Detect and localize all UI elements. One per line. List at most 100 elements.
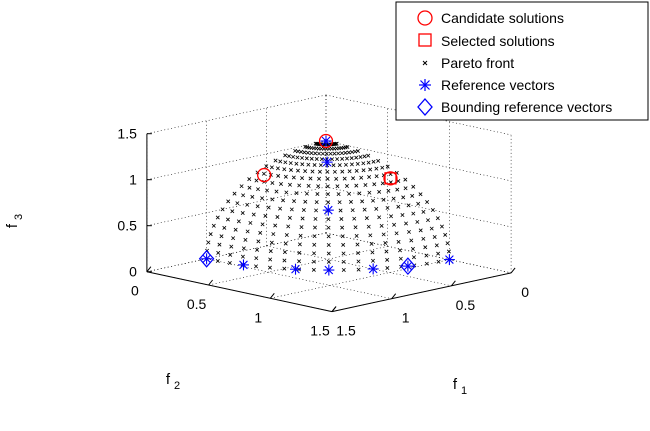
x-tick	[451, 280, 456, 287]
pareto-front-point	[385, 205, 390, 210]
pareto-front-point	[352, 216, 357, 221]
pareto-front-point	[430, 208, 435, 213]
pareto-front-point	[384, 249, 389, 254]
legend-label: Pareto front	[441, 55, 514, 71]
pareto-front-point	[396, 239, 401, 244]
grid-line	[206, 258, 392, 299]
pareto-front-point	[369, 241, 374, 246]
pareto-front-point	[367, 190, 372, 195]
pareto-front-point	[348, 199, 353, 204]
svg-text:3: 3	[13, 214, 25, 220]
pareto-front-point	[345, 156, 349, 161]
pareto-front-point	[247, 177, 252, 182]
pareto-front-point	[404, 221, 409, 226]
pareto-front-point	[350, 208, 355, 213]
pareto-front-point	[401, 195, 406, 200]
z-tick-label: 1.5	[117, 126, 137, 142]
legend-x-marker	[422, 60, 428, 66]
pareto-front-point	[337, 163, 342, 168]
pareto-front-point	[268, 249, 273, 254]
pareto-front-point	[356, 267, 361, 272]
pareto-front-point	[381, 232, 386, 237]
grid-line	[325, 186, 512, 228]
pareto-front-point	[425, 218, 430, 223]
pareto-front-point	[368, 233, 373, 238]
pareto-front-point	[298, 233, 303, 238]
grid-line	[325, 140, 512, 182]
pareto-front-point	[362, 207, 367, 212]
pareto-front-point	[208, 232, 213, 237]
reference-vector-point	[201, 253, 213, 265]
pareto-front-point	[313, 216, 318, 221]
grid-line	[146, 232, 327, 272]
pareto-front-point	[346, 150, 351, 155]
pareto-front-point	[260, 196, 265, 201]
pareto-front-point	[306, 162, 311, 167]
pareto-front-point	[368, 167, 373, 172]
z-tick-label: 0	[129, 264, 137, 280]
pareto-front-point	[231, 236, 236, 241]
legend-item-candidate: Candidate solutions	[417, 10, 564, 26]
legend-item-selected: Selected solutions	[418, 33, 555, 49]
pareto-front-point	[311, 259, 316, 264]
pareto-front-point	[396, 204, 401, 209]
pareto-front-point	[293, 148, 298, 153]
legend-label: Reference vectors	[441, 77, 555, 93]
candidate-solutions-series	[257, 133, 398, 186]
pareto-front-point	[343, 150, 348, 155]
pareto-front-point	[284, 233, 289, 238]
legend-item-pareto: Pareto front	[422, 55, 514, 71]
pareto-front-point	[341, 251, 346, 256]
pareto-front-point	[354, 168, 359, 173]
pareto-front-point	[436, 251, 441, 256]
bounding-vector-point	[198, 249, 215, 268]
legend-square-marker	[418, 33, 432, 47]
pareto-front-point	[304, 156, 309, 161]
pareto-front-point	[335, 184, 340, 189]
y-tick	[331, 306, 337, 312]
pareto-front-point	[389, 214, 394, 219]
pareto-front-point	[355, 242, 360, 247]
pareto-front-point	[239, 184, 244, 189]
pareto-front-point	[409, 238, 414, 243]
pareto-front-point	[287, 182, 292, 187]
pareto-front-point	[275, 166, 280, 171]
pareto-front-point	[325, 176, 330, 181]
pareto-front-point	[363, 183, 368, 188]
pareto-front-point	[347, 191, 352, 196]
pareto-front-point	[406, 229, 411, 234]
pareto-front-point	[326, 217, 331, 222]
pareto-front-point	[374, 166, 379, 171]
pareto-front-point	[217, 242, 222, 247]
pareto-front-point	[326, 242, 331, 247]
pareto-front-point	[356, 251, 361, 256]
legend-item-bounding: Bounding reference vectors	[417, 98, 612, 116]
reference-vector-point	[402, 260, 414, 272]
pareto-front-point	[227, 261, 232, 266]
legend-label: Selected solutions	[441, 33, 555, 49]
pareto-front-point	[367, 175, 372, 180]
pareto-front-point	[312, 242, 317, 247]
pareto-front-point	[326, 225, 331, 230]
pareto-front-point	[281, 198, 286, 203]
pareto-front-point	[206, 240, 211, 245]
pareto-front-point	[313, 151, 318, 156]
pareto-front-point	[260, 222, 265, 227]
pareto-front-point	[297, 242, 302, 247]
pareto-front-point	[339, 217, 344, 221]
pareto-front-point	[328, 151, 333, 156]
pareto-front-point	[394, 231, 399, 236]
grid-line	[146, 140, 327, 180]
pareto-front-point	[317, 151, 321, 156]
pareto-front-point	[379, 223, 384, 228]
pareto-front-point	[326, 259, 331, 264]
grid-line	[146, 186, 327, 226]
pareto-front-point	[406, 203, 411, 208]
pareto-front-point	[287, 215, 292, 220]
x-tick	[510, 267, 516, 274]
pareto-front-point	[300, 155, 305, 160]
pareto-front-point	[279, 181, 283, 186]
pareto-front-point	[270, 180, 275, 185]
